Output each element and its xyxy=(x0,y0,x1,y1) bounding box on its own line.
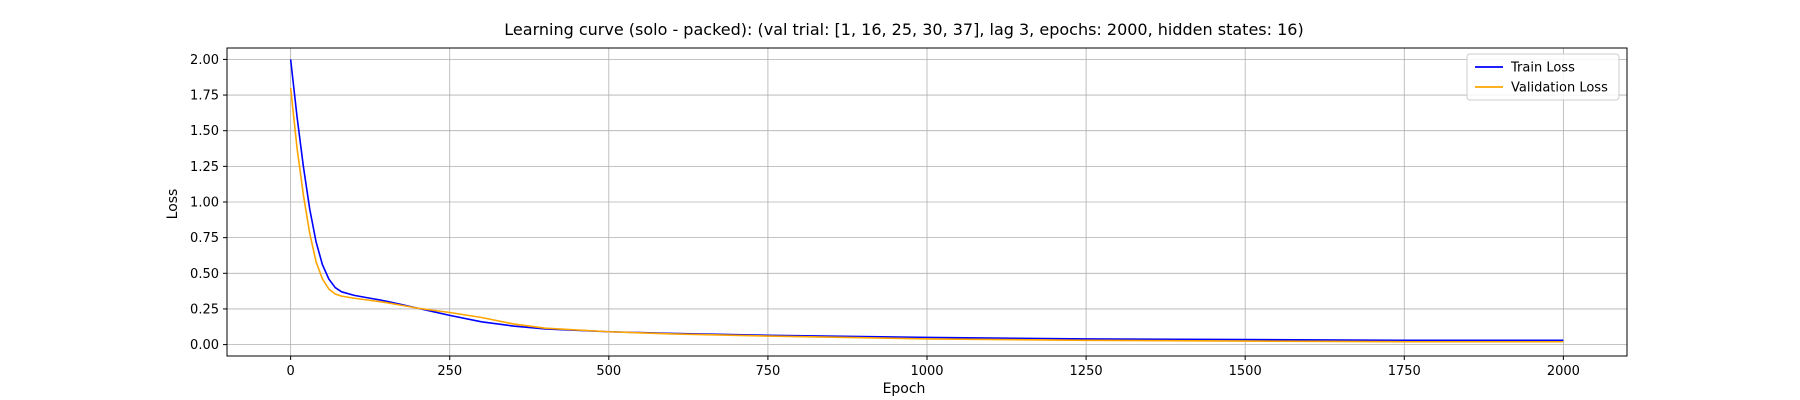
axes-layer: 0 250 500 750 1000 1250 1500 1750 2000 0.00 0.25 0.… xyxy=(190,47,1628,379)
x-axis-label: Epoch xyxy=(883,381,926,397)
legend: Train Loss Validation Loss xyxy=(1466,53,1620,101)
y-tick-label: 0.75 xyxy=(190,231,219,246)
y-tick-label: 2.00 xyxy=(190,53,219,68)
y-tick-label: 1.00 xyxy=(190,196,219,211)
x-tick-label: 250 xyxy=(437,364,462,379)
chart-title: Learning curve (solo - packed): (val tri… xyxy=(504,20,1303,39)
x-tick-label: 1000 xyxy=(910,364,943,379)
y-tick-label: 0.25 xyxy=(190,302,219,317)
x-tick-label: 750 xyxy=(755,364,780,379)
y-tick-label: 1.50 xyxy=(190,124,219,139)
y-tick-label: 0.50 xyxy=(190,267,219,282)
x-tick-label: 0 xyxy=(286,364,294,379)
x-tick-label: 500 xyxy=(596,364,621,379)
y-tick-label: 1.25 xyxy=(190,160,219,175)
y-tick-label: 1.75 xyxy=(190,89,219,104)
x-tick-label: 2000 xyxy=(1547,364,1580,379)
legend-label: Train Loss xyxy=(1510,61,1575,76)
x-tick-label: 1750 xyxy=(1388,364,1421,379)
legend-label: Validation Loss xyxy=(1511,81,1608,96)
y-tick-label: 0.00 xyxy=(190,338,219,353)
series-line-validation-loss xyxy=(289,87,1564,343)
plot-layer xyxy=(289,59,1564,343)
x-tick-label: 1250 xyxy=(1070,364,1103,379)
x-tick-label: 1500 xyxy=(1229,364,1262,379)
y-axis-label: Loss xyxy=(165,189,181,220)
legend-box xyxy=(1466,53,1620,101)
